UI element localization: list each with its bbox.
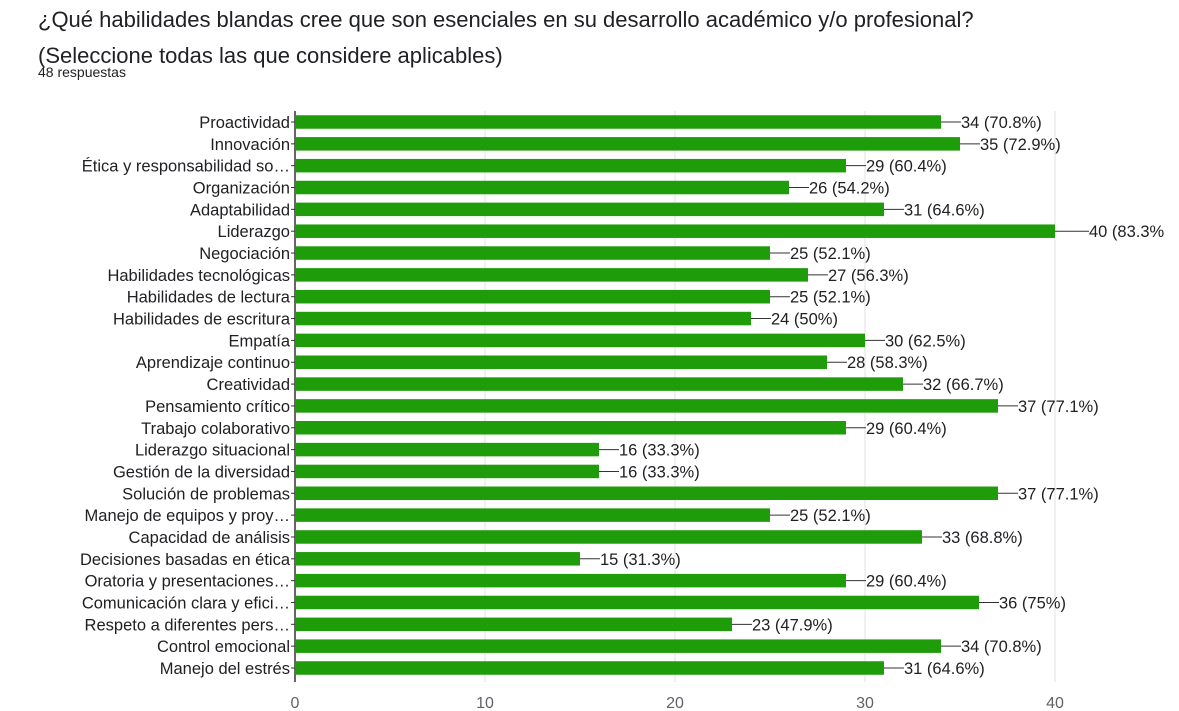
category-label: Aprendizaje continuo	[136, 354, 290, 372]
data-label: 29 (60.4%)	[866, 420, 947, 438]
category-label: Oratoria y presentaciones…	[85, 573, 290, 591]
category-label: Respeto a diferentes pers…	[85, 616, 290, 634]
bar	[295, 355, 827, 369]
x-tick-label-0: 0	[291, 695, 300, 711]
data-label: 34 (70.8%)	[961, 638, 1042, 656]
bar	[295, 399, 998, 413]
category-label: Liderazgo situacional	[135, 442, 290, 460]
data-label: 25 (52.1%)	[790, 245, 871, 263]
data-label: 28 (58.3%)	[847, 354, 928, 372]
category-label: Habilidades tecnológicas	[107, 267, 290, 285]
data-label: 25 (52.1%)	[790, 289, 871, 307]
data-label: 23 (47.9%)	[752, 616, 833, 634]
x-tick-label-40: 40	[1046, 695, 1064, 711]
data-label: 34 (70.8%)	[961, 114, 1042, 132]
bar	[295, 137, 960, 151]
bar	[295, 289, 770, 304]
bar	[295, 617, 732, 632]
labels: 0 10 20 30 40 Proactividad 34 (70.8%) Innovació…	[80, 114, 1165, 711]
category-label: Negociación	[199, 245, 290, 263]
category-label: Control emocional	[157, 638, 290, 656]
data-label: 16 (33.3%)	[619, 463, 700, 481]
data-label: 26 (54.2%)	[809, 180, 890, 198]
data-label: 16 (33.3%)	[619, 442, 700, 460]
data-label: 29 (60.4%)	[866, 158, 947, 176]
data-label: 30 (62.5%)	[885, 332, 966, 350]
bar	[295, 202, 884, 217]
bar	[295, 661, 884, 675]
bar	[295, 464, 599, 479]
category-label: Pensamiento crítico	[145, 398, 290, 416]
x-tick-label-20: 20	[666, 695, 684, 711]
bar	[295, 508, 770, 522]
bar	[295, 158, 846, 173]
data-label: 40 (83.3%	[1089, 223, 1165, 241]
category-label: Manejo de equipos y proy…	[85, 507, 290, 525]
data-label: 15 (31.3%)	[600, 551, 681, 569]
category-label: Organización	[193, 180, 290, 198]
category-label: Trabajo colaborativo	[141, 420, 290, 438]
data-label: 36 (75%)	[999, 594, 1066, 612]
x-tick-label-30: 30	[856, 695, 874, 711]
bar	[295, 552, 580, 566]
category-label: Habilidades de lectura	[127, 289, 291, 307]
chart-title-line2: (Seleccione todas las que considere apli…	[38, 43, 503, 68]
bar	[295, 486, 998, 501]
bar	[295, 115, 941, 129]
category-label: Solución de problemas	[122, 485, 290, 503]
bar	[295, 180, 789, 195]
category-label: Habilidades de escritura	[113, 311, 291, 329]
category-label: Innovación	[210, 136, 290, 154]
data-label: 25 (52.1%)	[790, 507, 871, 525]
category-label: Capacidad de análisis	[129, 529, 290, 547]
data-label: 32 (66.7%)	[923, 376, 1004, 394]
category-label: Proactividad	[199, 114, 290, 132]
category-label: Manejo del estrés	[160, 660, 290, 678]
data-label: 35 (72.9%)	[980, 136, 1061, 154]
chart-title-line1: ¿Qué habilidades blandas cree que son es…	[38, 7, 974, 32]
data-label: 37 (77.1%)	[1018, 398, 1099, 416]
chart-title: ¿Qué habilidades blandas cree que son es…	[38, 2, 1168, 74]
bar	[295, 421, 846, 435]
data-label: 31 (64.6%)	[904, 660, 985, 678]
data-label: 37 (77.1%)	[1018, 485, 1099, 503]
bar	[295, 573, 846, 588]
category-label: Ética y responsabilidad so…	[82, 157, 290, 176]
data-label: 24 (50%)	[771, 311, 838, 329]
bar	[295, 224, 1055, 238]
bar	[295, 377, 903, 391]
bar	[295, 246, 770, 260]
data-label: 33 (68.8%)	[942, 529, 1023, 547]
data-label: 27 (56.3%)	[828, 267, 909, 285]
category-label: Gestión de la diversidad	[113, 463, 290, 481]
data-label: 31 (64.6%)	[904, 201, 985, 219]
category-label: Adaptabilidad	[190, 201, 290, 219]
bar	[295, 639, 941, 653]
bar	[295, 595, 979, 610]
bar	[295, 311, 751, 326]
x-tick-label-10: 10	[476, 695, 494, 711]
category-label: Decisiones basadas en ética	[80, 551, 291, 569]
bar	[295, 333, 865, 348]
category-label: Creatividad	[207, 376, 290, 394]
bars	[295, 115, 1055, 675]
category-label: Comunicación clara y efici…	[82, 594, 290, 612]
bar	[295, 530, 922, 544]
response-count: 48 respuestas	[38, 64, 126, 80]
bar	[295, 268, 808, 282]
data-label: 29 (60.4%)	[866, 573, 947, 591]
category-label: Empatía	[229, 332, 291, 350]
category-label: Liderazgo	[218, 223, 290, 241]
bar	[295, 442, 599, 457]
